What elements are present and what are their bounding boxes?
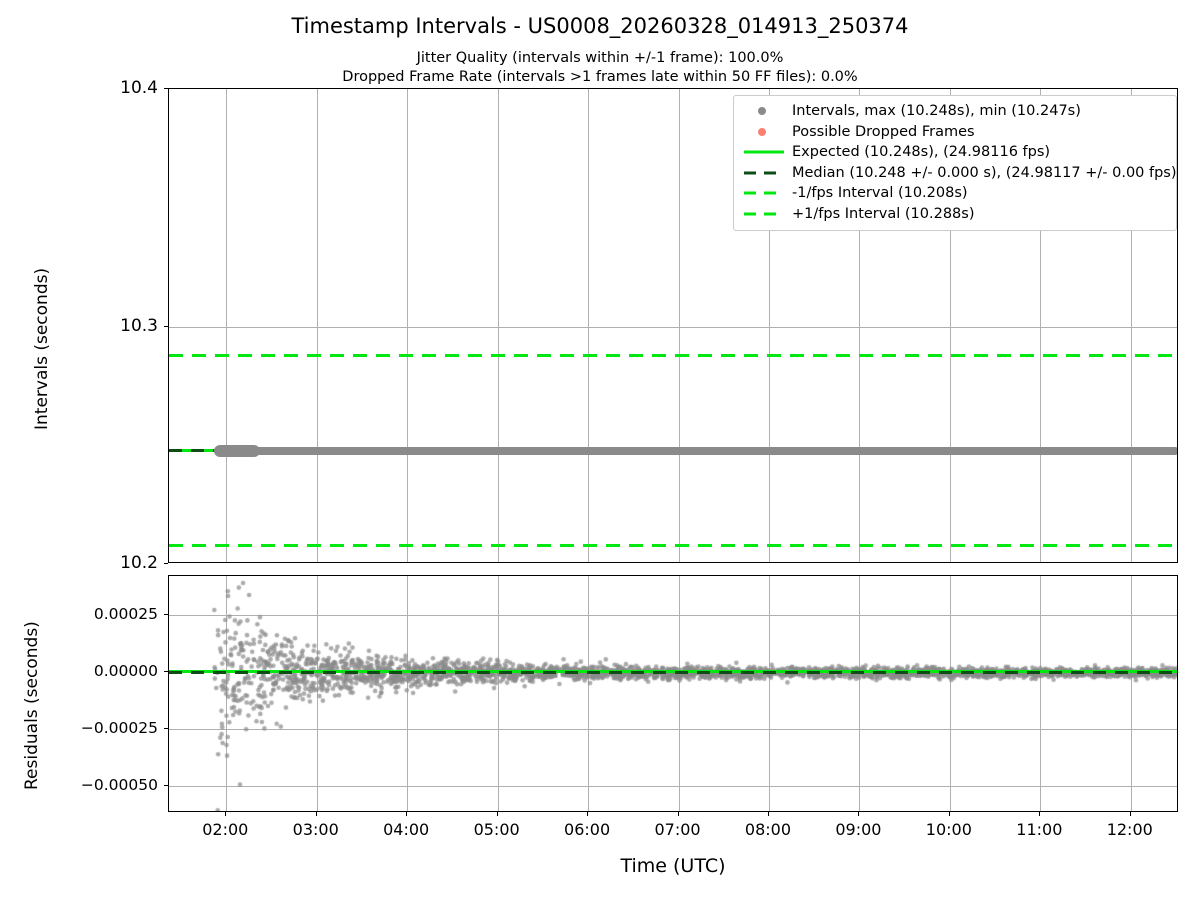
x-axis-tick: [677, 812, 679, 816]
x-axis-tick: [1039, 812, 1041, 816]
gridline-vertical: [859, 89, 861, 562]
legend-item-label: Possible Dropped Frames: [792, 123, 975, 140]
x-axis-tick: [225, 812, 227, 816]
reference-line: [169, 671, 1177, 675]
x-tick-label: 04:00: [383, 820, 430, 839]
gridline-vertical: [588, 89, 590, 562]
x-tick-label: 02:00: [202, 820, 249, 839]
dashed-line-marker: [744, 191, 784, 195]
gridline-vertical: [1130, 89, 1132, 562]
gridline-horizontal: [169, 326, 1177, 328]
dashed-line-marker: [742, 205, 786, 223]
page-title: Timestamp Intervals - US0008_20260328_01…: [291, 14, 909, 38]
x-tick-label: 09:00: [835, 820, 882, 839]
dashed-line-marker: [744, 212, 784, 216]
y-axis-tick: [164, 613, 168, 615]
y-tick-label: −0.00025: [80, 718, 158, 737]
residuals-plot-area: [168, 575, 1178, 812]
gridline-vertical: [1040, 89, 1042, 562]
legend-item[interactable]: +1/fps Interval (10.288s): [742, 204, 1168, 225]
solid-line-marker: [742, 143, 786, 161]
gridline-vertical: [407, 89, 409, 562]
x-axis-label: Time (UTC): [620, 855, 726, 877]
dashed-line-marker: [744, 171, 784, 175]
chart-legend[interactable]: Intervals, max (10.248s), min (10.247s) P…: [733, 95, 1177, 231]
jitter-quality-subtitle: Jitter Quality (intervals within +/-1 fr…: [416, 50, 784, 66]
dashed-line-marker: [742, 184, 786, 202]
y-axis-tick: [164, 670, 168, 672]
gridline-vertical: [768, 89, 770, 562]
dropped-frame-rate-subtitle: Dropped Frame Rate (intervals >1 frames …: [342, 69, 858, 85]
x-axis-tick: [858, 812, 860, 816]
gridline-vertical: [316, 89, 318, 562]
y-tick-label: −0.00050: [80, 775, 158, 794]
gridline-vertical: [226, 89, 228, 562]
legend-item[interactable]: Expected (10.248s), (24.98116 fps): [742, 142, 1168, 163]
gridline-vertical: [678, 89, 680, 562]
x-axis-tick: [1129, 812, 1131, 816]
y-tick-label: 10.2: [120, 553, 158, 573]
x-tick-label: 12:00: [1106, 820, 1153, 839]
x-tick-label: 07:00: [654, 820, 701, 839]
y-tick-label: 10.3: [120, 315, 158, 336]
gray-dot-marker: [758, 107, 766, 116]
legend-item-label: +1/fps Interval (10.288s): [792, 205, 975, 222]
y-axis-tick: [164, 784, 168, 786]
y-axis-tick: [164, 563, 168, 564]
x-axis-tick: [587, 812, 589, 816]
solid-line-marker: [744, 150, 784, 154]
legend-item-label: Intervals, max (10.248s), min (10.247s): [792, 103, 1081, 120]
gray-dot-marker: [742, 102, 786, 120]
reference-line: [169, 354, 1177, 358]
reference-line: [169, 544, 1177, 548]
gridline-vertical: [497, 89, 499, 562]
x-axis-tick: [767, 812, 769, 816]
intervals-y-axis-label: Intervals (seconds): [32, 267, 52, 430]
x-tick-label: 11:00: [1016, 820, 1063, 839]
x-tick-label: 05:00: [473, 820, 520, 839]
legend-item[interactable]: Median (10.248 +/- 0.000 s), (24.98117 +…: [742, 163, 1177, 184]
legend-item[interactable]: -1/fps Interval (10.208s): [742, 183, 1168, 204]
legend-item[interactable]: Possible Dropped Frames: [742, 122, 1168, 143]
y-axis-tick: [164, 88, 168, 89]
x-axis-tick: [406, 812, 408, 816]
scatter-band-main: [214, 446, 1177, 455]
legend-item-label: Expected (10.248s), (24.98116 fps): [792, 144, 1051, 161]
red-dot-marker: [742, 123, 786, 141]
gridline-vertical: [949, 89, 951, 562]
residuals-y-axis-label: Residuals (seconds): [22, 621, 42, 790]
x-axis-tick: [496, 812, 498, 816]
red-dot-marker: [758, 127, 766, 136]
x-tick-label: 03:00: [292, 820, 339, 839]
x-axis-tick: [948, 812, 950, 816]
legend-item[interactable]: Intervals, max (10.248s), min (10.247s): [742, 101, 1168, 122]
dashed-line-marker: [742, 164, 786, 182]
scatter-band-early: [214, 444, 261, 457]
x-axis-tick: [315, 812, 317, 816]
x-tick-label: 10:00: [925, 820, 972, 839]
y-tick-label: 10.4: [120, 78, 158, 98]
legend-item-label: Median (10.248 +/- 0.000 s), (24.98117 +…: [792, 164, 1177, 181]
y-tick-label: 0.00025: [93, 604, 158, 623]
y-axis-tick: [164, 325, 168, 327]
legend-item-label: -1/fps Interval (10.208s): [792, 185, 968, 202]
residuals-scatter-canvas: [169, 576, 1177, 811]
y-tick-label: 0.00000: [93, 661, 158, 680]
x-tick-label: 06:00: [564, 820, 611, 839]
y-axis-tick: [164, 727, 168, 729]
x-tick-label: 08:00: [744, 820, 792, 839]
